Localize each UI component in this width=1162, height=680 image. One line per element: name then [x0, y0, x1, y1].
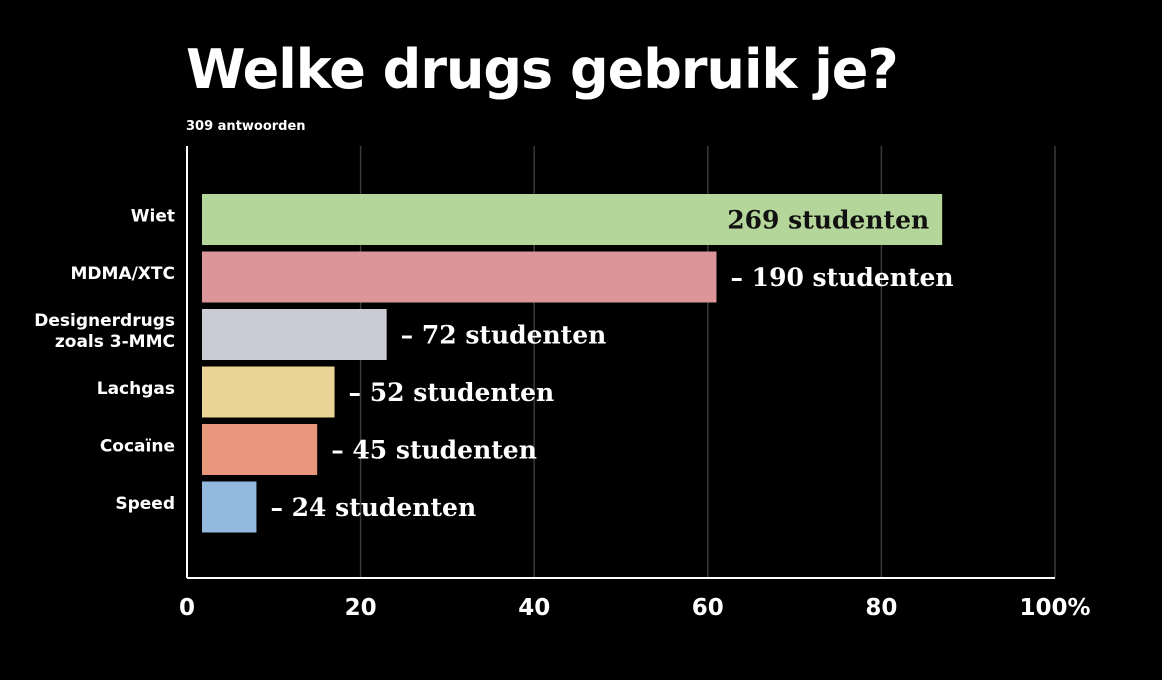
- category-label: MDMA/XTC: [71, 264, 176, 284]
- bar: [202, 481, 257, 533]
- x-tick-label: 20: [345, 595, 377, 621]
- category-label: Designerdrugs: [34, 311, 175, 331]
- x-tick-label: 40: [518, 595, 550, 621]
- category-label: zoals 3-MMC: [55, 332, 175, 352]
- data-label: – 72 studenten: [401, 321, 607, 350]
- bar: [202, 251, 717, 303]
- x-tick-label: 100%: [1019, 595, 1090, 621]
- x-tick-label: 0: [179, 595, 195, 621]
- bar: [202, 309, 387, 360]
- data-label: 269 studenten: [727, 206, 929, 235]
- category-label: Speed: [115, 494, 175, 514]
- x-tick-label: 80: [865, 595, 897, 621]
- x-tick-label: 60: [692, 595, 724, 621]
- data-label: – 45 studenten: [331, 436, 537, 465]
- data-label: – 52 studenten: [349, 378, 555, 407]
- data-label: – 190 studenten: [730, 263, 953, 292]
- category-label: Wiet: [131, 207, 175, 227]
- bar: [202, 366, 335, 418]
- bar: [202, 194, 943, 245]
- bar: [202, 424, 318, 475]
- data-label: – 24 studenten: [270, 493, 476, 522]
- chart-title: Welke drugs gebruik je?: [186, 38, 899, 101]
- category-label: Cocaïne: [100, 437, 175, 457]
- chart-subtitle: 309 antwoorden: [186, 119, 306, 134]
- category-label: Lachgas: [97, 379, 175, 399]
